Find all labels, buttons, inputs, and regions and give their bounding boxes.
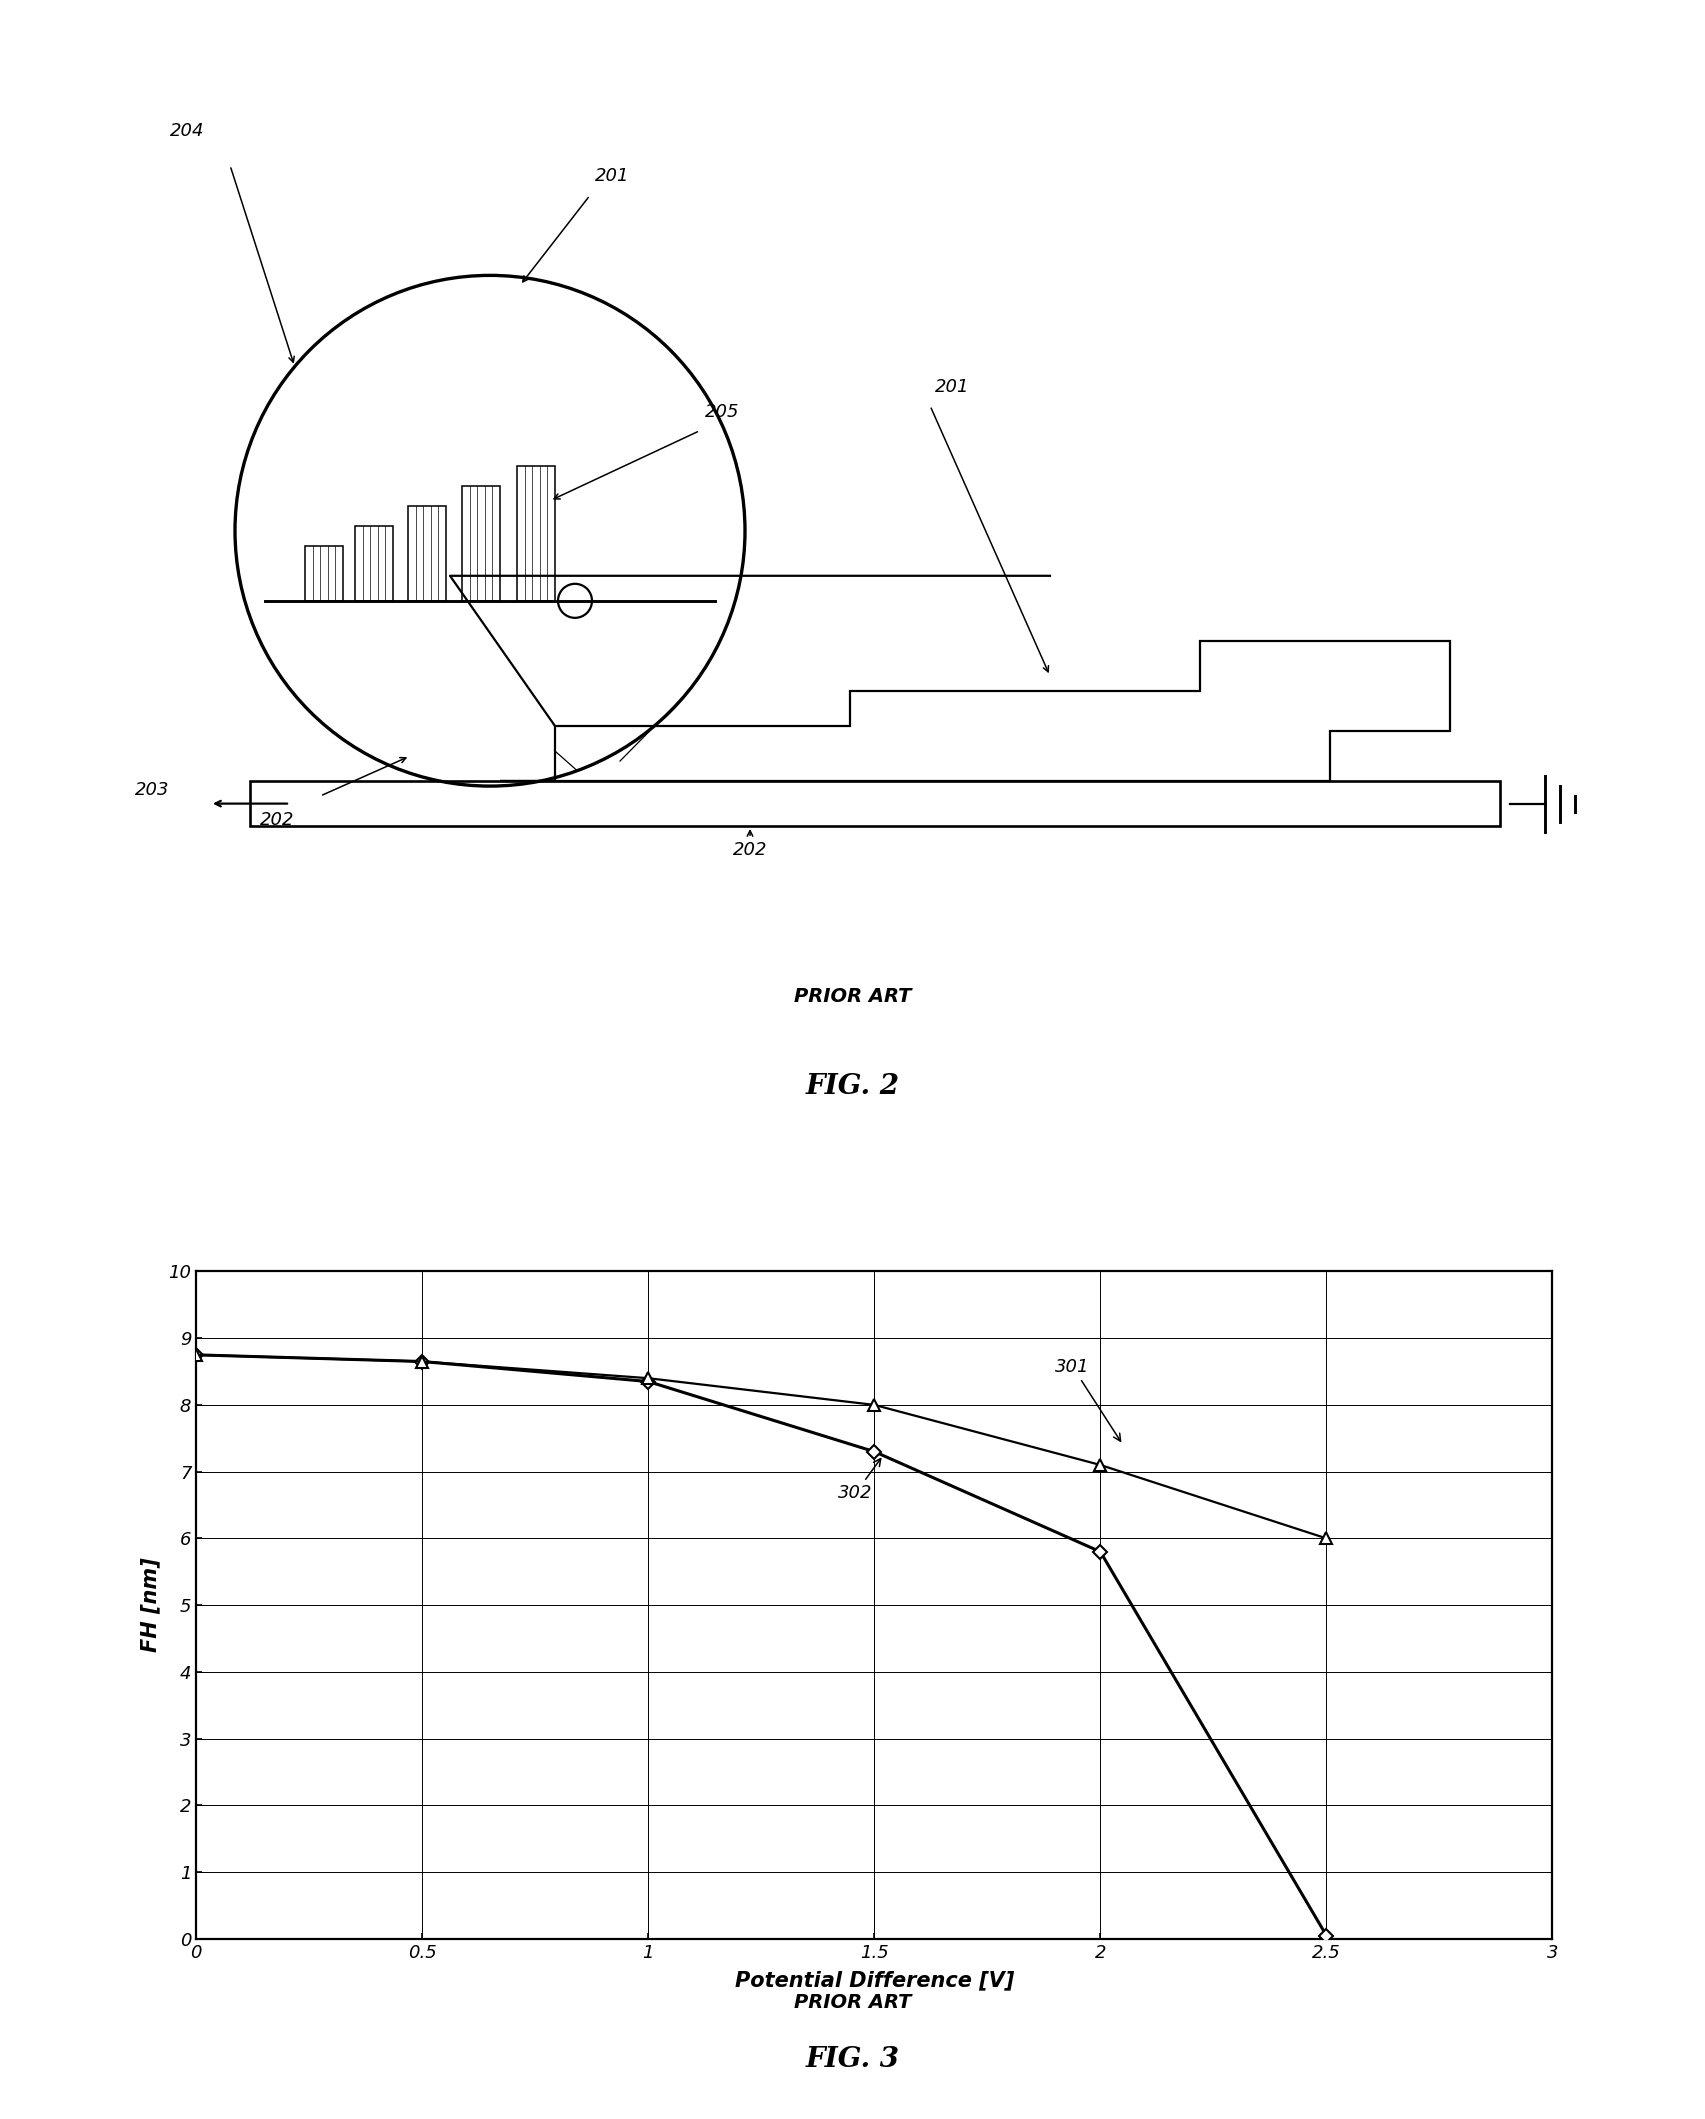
Text: FIG. 3: FIG. 3 bbox=[805, 2047, 900, 2072]
Text: 301: 301 bbox=[1054, 1358, 1120, 1441]
Text: 203: 203 bbox=[135, 780, 169, 799]
Text: 201: 201 bbox=[595, 167, 629, 184]
Text: FIG. 2: FIG. 2 bbox=[805, 1072, 900, 1100]
Text: PRIOR ART: PRIOR ART bbox=[795, 1994, 910, 2011]
Text: 202: 202 bbox=[733, 841, 767, 858]
Text: 204: 204 bbox=[170, 123, 205, 140]
X-axis label: Potential Difference [V]: Potential Difference [V] bbox=[735, 1971, 1013, 1990]
Text: 202: 202 bbox=[259, 812, 295, 829]
Text: 201: 201 bbox=[934, 377, 968, 396]
Text: 205: 205 bbox=[704, 403, 738, 420]
Text: 302: 302 bbox=[837, 1458, 880, 1502]
Y-axis label: FH [nm]: FH [nm] bbox=[140, 1557, 160, 1653]
Text: PRIOR ART: PRIOR ART bbox=[795, 987, 910, 1007]
